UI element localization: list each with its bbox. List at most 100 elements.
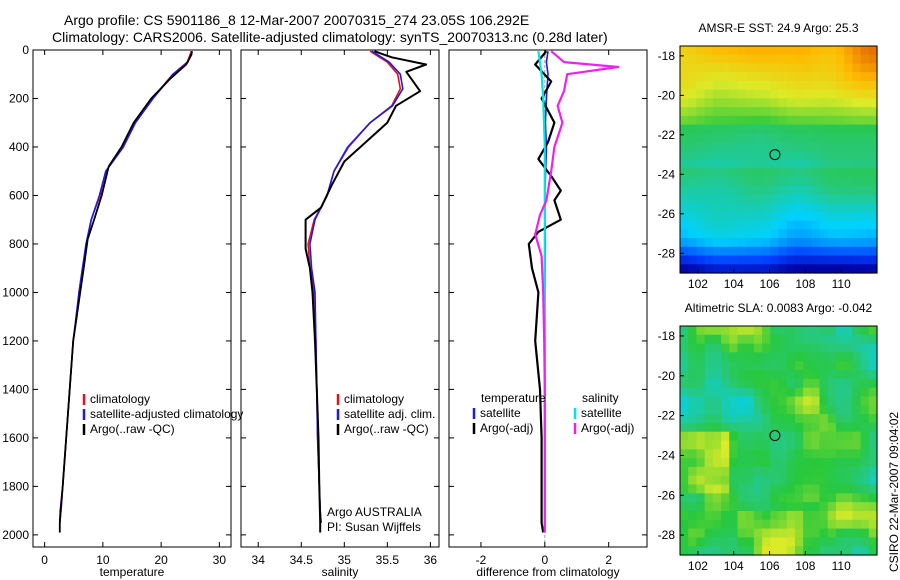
heatmap-cell — [721, 54, 730, 65]
heatmap-cell — [860, 370, 870, 380]
y-tick-label: -26 — [658, 488, 676, 502]
heatmap-cell — [712, 63, 722, 73]
heatmap-cell — [712, 168, 722, 178]
heatmap-cell — [794, 176, 804, 187]
heatmap-cell — [680, 176, 689, 187]
heatmap-cell — [811, 203, 821, 213]
heatmap-cell — [688, 150, 698, 161]
series-group — [527, 50, 620, 533]
heatmap-cell — [786, 502, 796, 512]
heatmap-cell — [778, 142, 788, 152]
legend-item-text: Argo(..raw -QC) — [90, 422, 175, 436]
heatmap-cell — [704, 72, 714, 82]
heatmap-cell — [770, 54, 780, 65]
x-tick-label: 104 — [724, 559, 744, 573]
heatmap-cell — [803, 194, 812, 204]
heatmap-cell — [811, 519, 821, 530]
heatmap-cell — [712, 537, 722, 547]
heatmap-cell — [753, 107, 763, 117]
heatmap-cell — [704, 458, 714, 468]
heatmap-cell — [753, 502, 763, 512]
heatmap-cell — [835, 255, 845, 265]
heatmap-cell — [852, 519, 862, 530]
heatmap-cell — [844, 246, 853, 257]
heatmap-cell — [778, 107, 788, 117]
heatmap-cell — [721, 466, 730, 477]
heatmap-cell — [811, 370, 821, 380]
heatmap-cell — [745, 493, 755, 503]
heatmap-cell — [680, 238, 689, 248]
heatmap-cell — [844, 449, 853, 459]
heatmap-cell — [753, 546, 763, 556]
y-tick-label: -26 — [658, 207, 676, 221]
heatmap-cell — [860, 246, 870, 257]
heatmap-cell — [770, 150, 780, 161]
heatmap-cell — [712, 519, 722, 530]
heatmap-cell — [745, 80, 755, 91]
heatmap-cell — [770, 343, 780, 354]
sla-map-panel: 102 104 106 108 110 -18 -20 -22 -24 -26 -28 Altimet… — [658, 301, 878, 573]
heatmap-cell — [860, 46, 870, 56]
heatmap-cell — [753, 124, 763, 134]
heatmap-cell — [712, 528, 722, 538]
heatmap-cell — [803, 502, 812, 512]
heatmap-cell — [729, 352, 739, 362]
heatmap-cell — [770, 431, 780, 442]
heatmap-cell — [770, 475, 780, 486]
heatmap-cell — [868, 72, 878, 82]
heatmap-cell — [844, 98, 853, 108]
heatmap-cell — [819, 519, 829, 530]
heatmap-cell — [680, 378, 689, 389]
heatmap-cell — [794, 449, 804, 459]
heatmap-cell — [737, 326, 747, 336]
heatmap-cell — [786, 352, 796, 362]
heatmap-cell — [762, 405, 771, 415]
heatmap-cell — [680, 458, 689, 468]
heatmap-cell — [803, 264, 812, 274]
heatmap-cell — [770, 89, 780, 99]
heatmap-cell — [688, 466, 698, 477]
heatmap-cell — [680, 89, 689, 99]
heatmap-cell — [803, 361, 812, 371]
heatmap-cell — [729, 63, 739, 73]
heatmap-cell — [680, 246, 689, 257]
heatmap-cell — [753, 255, 763, 265]
heatmap-cell — [721, 159, 730, 169]
heatmap-cell — [704, 326, 714, 336]
heatmap-cell — [729, 484, 739, 494]
heatmap-cell — [827, 343, 837, 354]
heatmap-cell — [778, 80, 788, 91]
heatmap-cell — [794, 211, 804, 222]
heatmap-cell — [803, 142, 812, 152]
heatmap-cell — [819, 220, 829, 230]
heatmap-cell — [868, 168, 878, 178]
heatmap-cell — [696, 168, 706, 178]
heatmap-cell — [704, 519, 714, 530]
heatmap-cell — [721, 414, 730, 424]
heatmap-cell — [778, 422, 788, 433]
heatmap-cell — [721, 264, 730, 274]
heatmap-cell — [721, 211, 730, 222]
y-tick-label: -20 — [658, 369, 676, 383]
heatmap-cell — [753, 466, 763, 477]
heatmap-cell — [794, 63, 804, 73]
heatmap-cell — [786, 46, 796, 56]
x-tick-label: 30 — [213, 553, 227, 567]
heatmap-cell — [753, 387, 763, 398]
heatmap-cell — [737, 124, 747, 134]
heatmap-cell — [827, 405, 837, 415]
heatmap-cell — [852, 185, 862, 196]
heatmap-cell — [762, 546, 771, 556]
heatmap-cell — [721, 326, 730, 336]
heatmap-cell — [680, 124, 689, 134]
heatmap-cell — [770, 546, 780, 556]
heatmap-cell — [737, 387, 747, 398]
heatmap-cell — [803, 440, 812, 450]
heatmap-cell — [704, 334, 714, 345]
heatmap-cell — [737, 255, 747, 265]
heatmap-cell — [827, 475, 837, 486]
heatmap-cell — [786, 519, 796, 530]
heatmap-cell — [811, 80, 821, 91]
heatmap-cell — [770, 370, 780, 380]
heatmap-cell — [688, 361, 698, 371]
